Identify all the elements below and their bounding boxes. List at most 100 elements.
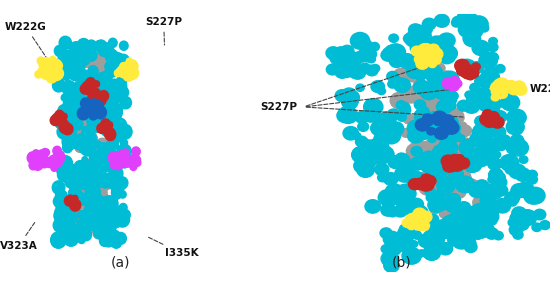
Circle shape	[384, 259, 399, 272]
Circle shape	[83, 205, 90, 212]
Circle shape	[461, 23, 478, 37]
Circle shape	[388, 156, 403, 168]
Circle shape	[93, 212, 100, 220]
Circle shape	[481, 207, 498, 222]
Circle shape	[108, 38, 117, 47]
Circle shape	[44, 69, 50, 75]
Circle shape	[434, 83, 446, 94]
Circle shape	[101, 61, 114, 74]
Circle shape	[464, 147, 472, 154]
Circle shape	[106, 80, 118, 93]
Circle shape	[102, 125, 111, 133]
Circle shape	[486, 215, 497, 225]
Circle shape	[74, 122, 81, 129]
Circle shape	[437, 100, 452, 114]
Circle shape	[447, 46, 455, 53]
Circle shape	[65, 119, 72, 126]
Circle shape	[410, 40, 427, 55]
Circle shape	[92, 218, 104, 231]
Circle shape	[75, 57, 85, 67]
Circle shape	[406, 70, 420, 82]
Circle shape	[516, 182, 534, 197]
Circle shape	[119, 70, 126, 78]
Circle shape	[104, 44, 113, 54]
Circle shape	[87, 71, 97, 82]
Circle shape	[66, 176, 78, 188]
Circle shape	[338, 107, 356, 123]
Circle shape	[436, 162, 450, 175]
Circle shape	[414, 54, 426, 64]
Circle shape	[428, 48, 443, 60]
Circle shape	[111, 210, 122, 223]
Circle shape	[77, 217, 90, 231]
Circle shape	[81, 229, 91, 239]
Circle shape	[66, 221, 74, 229]
Circle shape	[106, 117, 119, 131]
Circle shape	[113, 159, 124, 170]
Circle shape	[101, 119, 111, 129]
Circle shape	[375, 163, 389, 176]
Circle shape	[424, 53, 432, 60]
Circle shape	[425, 187, 436, 196]
Circle shape	[84, 174, 91, 181]
Circle shape	[441, 155, 455, 167]
Circle shape	[60, 123, 70, 134]
Circle shape	[100, 64, 111, 76]
Text: S227P: S227P	[145, 17, 182, 45]
Circle shape	[426, 112, 443, 126]
Circle shape	[440, 71, 451, 80]
Circle shape	[527, 170, 537, 179]
Circle shape	[411, 216, 421, 225]
Circle shape	[90, 211, 104, 227]
Circle shape	[518, 184, 534, 198]
Circle shape	[448, 122, 460, 134]
Circle shape	[447, 126, 459, 136]
Circle shape	[512, 138, 526, 151]
Circle shape	[107, 138, 118, 151]
Circle shape	[84, 113, 92, 122]
Circle shape	[394, 68, 409, 82]
Circle shape	[466, 23, 483, 38]
Circle shape	[488, 176, 497, 183]
Circle shape	[410, 145, 423, 157]
Circle shape	[449, 154, 460, 165]
Circle shape	[433, 114, 447, 126]
Circle shape	[354, 51, 366, 63]
Circle shape	[82, 83, 93, 94]
Circle shape	[380, 152, 388, 158]
Circle shape	[46, 63, 53, 70]
Circle shape	[412, 231, 421, 239]
Circle shape	[81, 229, 91, 241]
Circle shape	[434, 135, 446, 145]
Circle shape	[431, 114, 450, 132]
Circle shape	[79, 176, 86, 184]
Circle shape	[115, 233, 126, 244]
Circle shape	[118, 87, 129, 98]
Circle shape	[102, 72, 108, 78]
Circle shape	[411, 214, 425, 226]
Circle shape	[53, 68, 63, 79]
Circle shape	[55, 110, 64, 120]
Circle shape	[88, 92, 98, 102]
Circle shape	[438, 193, 448, 201]
Circle shape	[73, 82, 86, 95]
Circle shape	[381, 204, 395, 216]
Circle shape	[479, 136, 497, 152]
Circle shape	[83, 132, 96, 146]
Circle shape	[125, 160, 132, 167]
Circle shape	[50, 67, 62, 81]
Circle shape	[98, 47, 107, 56]
Circle shape	[101, 122, 107, 128]
Circle shape	[59, 211, 74, 227]
Circle shape	[84, 222, 94, 232]
Circle shape	[420, 159, 436, 172]
Circle shape	[117, 150, 127, 160]
Circle shape	[85, 200, 96, 211]
Circle shape	[464, 66, 478, 78]
Circle shape	[483, 116, 494, 125]
Circle shape	[58, 54, 65, 61]
Circle shape	[459, 141, 474, 154]
Circle shape	[425, 27, 432, 33]
Circle shape	[101, 189, 107, 196]
Circle shape	[86, 184, 101, 200]
